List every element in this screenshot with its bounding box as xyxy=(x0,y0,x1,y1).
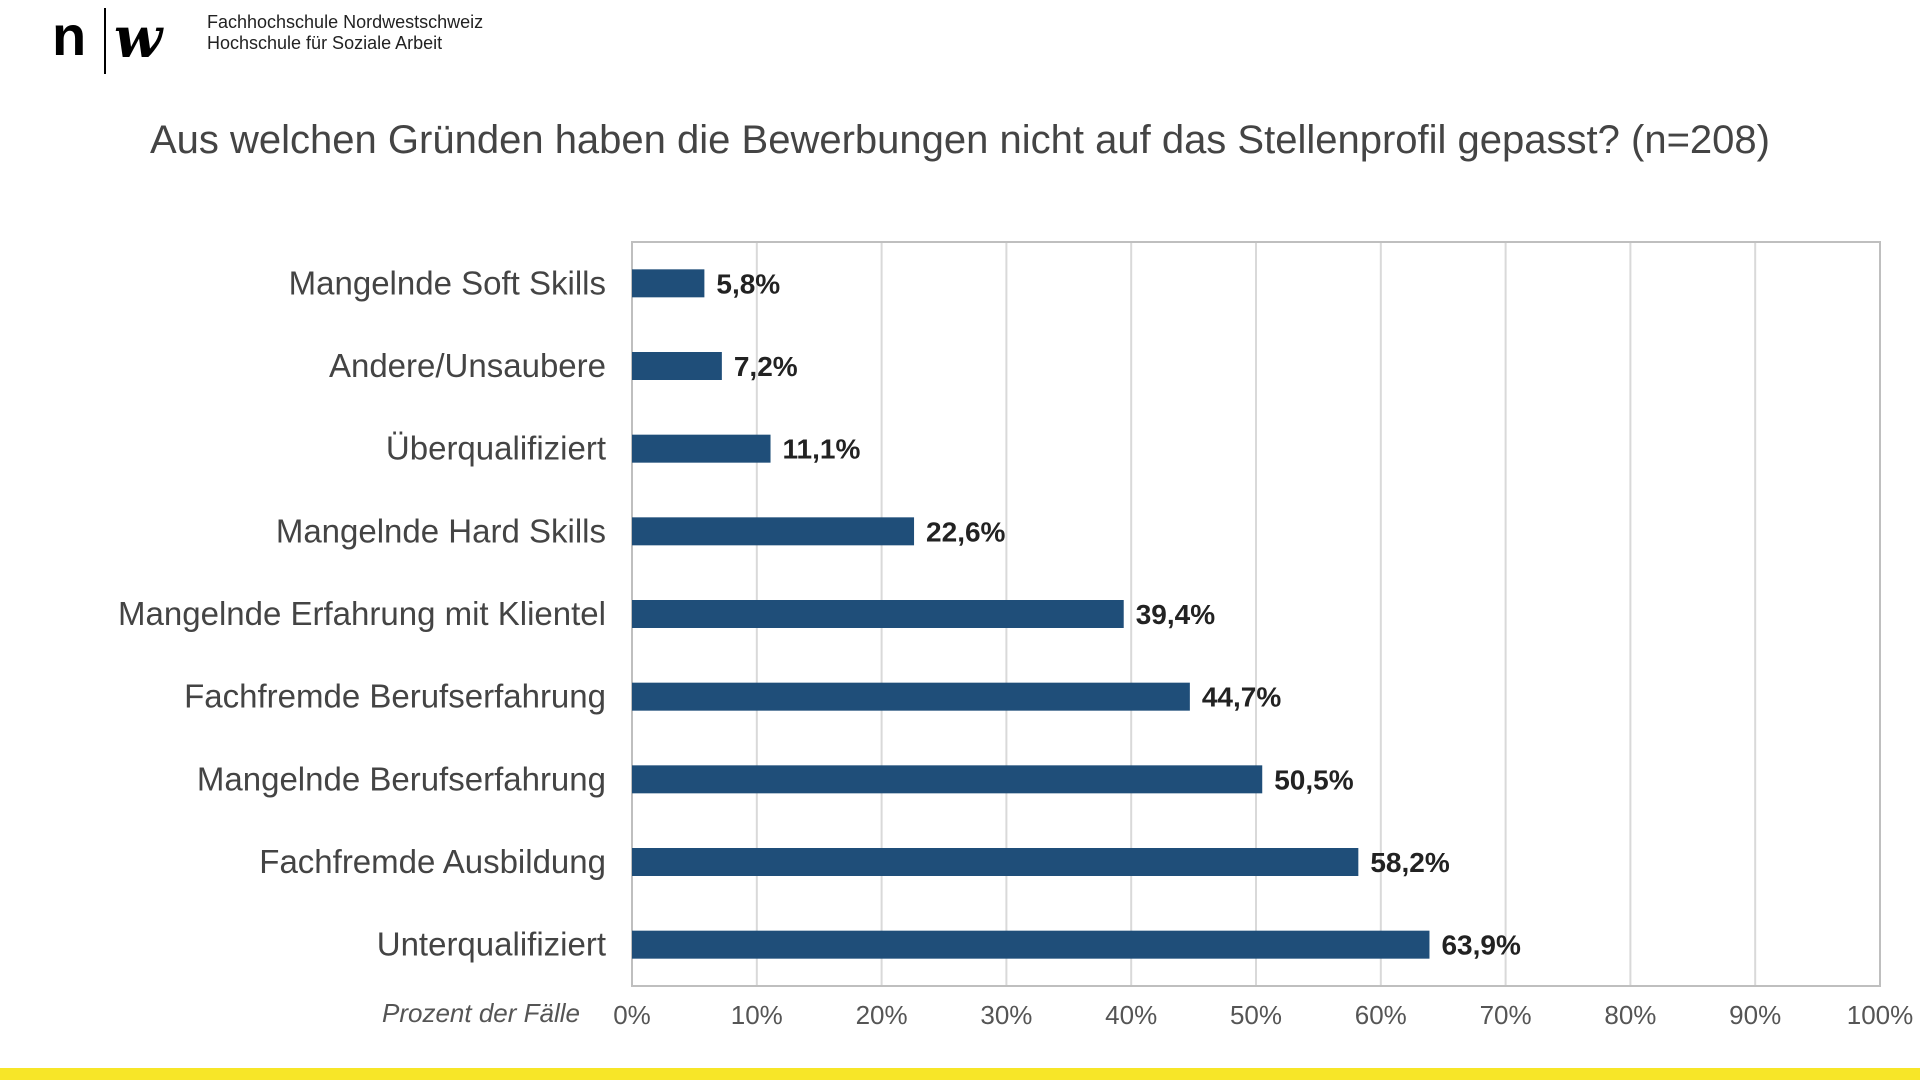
bar xyxy=(632,848,1359,876)
bar xyxy=(632,765,1263,794)
bar xyxy=(632,352,722,380)
category-label: Überqualifiziert xyxy=(386,430,606,467)
data-label: 50,5% xyxy=(1274,764,1353,795)
category-label: Mangelnde Hard Skills xyxy=(276,512,606,549)
x-tick-label: 20% xyxy=(856,1000,908,1030)
bar xyxy=(632,269,705,298)
x-tick-label: 0% xyxy=(613,1000,651,1030)
x-tick-label: 50% xyxy=(1230,1000,1282,1030)
category-label: Fachfremde Ausbildung xyxy=(259,843,606,880)
bar xyxy=(632,434,771,463)
data-label: 5,8% xyxy=(716,268,780,299)
data-label: 7,2% xyxy=(734,351,798,382)
x-tick-label: 10% xyxy=(731,1000,783,1030)
bar xyxy=(632,600,1124,628)
accent-stripe xyxy=(0,1068,1920,1080)
data-label: 39,4% xyxy=(1136,599,1215,630)
x-tick-label: 100% xyxy=(1847,1000,1914,1030)
logo-letter-n: n xyxy=(52,4,87,67)
x-tick-label: 40% xyxy=(1105,1000,1157,1030)
org-line-2: Hochschule für Soziale Arbeit xyxy=(207,33,443,53)
logo-divider xyxy=(104,8,106,74)
fhnw-logo: n w xyxy=(52,4,182,74)
x-axis-title: Prozent der Fälle xyxy=(382,998,580,1028)
bar xyxy=(632,517,915,546)
x-tick-label: 90% xyxy=(1729,1000,1781,1030)
logo-letter-w: w xyxy=(114,5,163,71)
category-label: Unterqualifiziert xyxy=(377,926,606,963)
chart-title: Aus welchen Gründen haben die Bewerbunge… xyxy=(150,118,1770,162)
category-label: Fachfremde Berufserfahrung xyxy=(184,678,606,715)
x-tick-label: 80% xyxy=(1604,1000,1656,1030)
data-label: 22,6% xyxy=(926,516,1005,547)
x-tick-label: 70% xyxy=(1480,1000,1532,1030)
data-label: 44,7% xyxy=(1202,682,1281,713)
category-label: Mangelnde Soft Skills xyxy=(289,264,606,301)
organization-name: Fachhochschule Nordwestschweiz Hochschul… xyxy=(207,12,483,54)
category-label: Mangelnde Berufserfahrung xyxy=(197,760,606,797)
bar xyxy=(632,930,1430,959)
data-label: 11,1% xyxy=(783,434,861,465)
x-tick-label: 30% xyxy=(980,1000,1032,1030)
data-label: 58,2% xyxy=(1370,847,1449,878)
data-label: 63,9% xyxy=(1441,930,1520,961)
x-tick-label: 60% xyxy=(1355,1000,1407,1030)
category-label: Mangelnde Erfahrung mit Klientel xyxy=(118,595,606,632)
org-line-1: Fachhochschule Nordwestschweiz xyxy=(207,12,484,32)
category-label: Andere/Unsaubere xyxy=(329,347,606,384)
bar xyxy=(632,682,1190,711)
